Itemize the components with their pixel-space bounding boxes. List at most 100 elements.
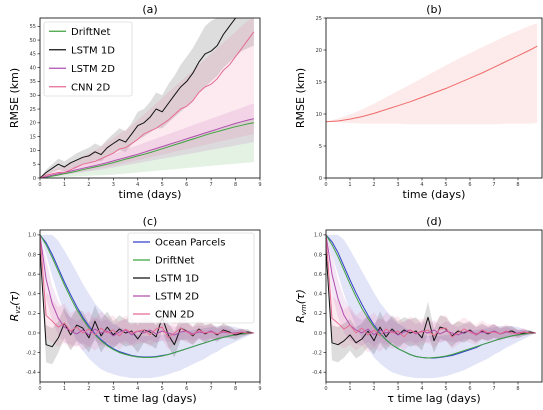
- line-driftnet: [40, 122, 254, 178]
- line-cnn-2d: [40, 31, 255, 178]
- x-tick-label: 1: [348, 386, 351, 392]
- x-tick-label: 5: [161, 386, 164, 392]
- legend-label: LSTM 2D: [71, 64, 115, 75]
- line-series-0: [326, 45, 538, 123]
- axes-frame: [325, 17, 543, 179]
- axes-frame: [39, 17, 261, 179]
- y-tick-label: -0.2: [312, 350, 322, 356]
- x-tick-label: 8: [234, 386, 237, 392]
- y-axis-label: Rvz(τ): [8, 291, 22, 322]
- x-tick-label: 0: [38, 182, 41, 188]
- panel-d: 0 1 2 3 4 5 6 7 8 -0.4 -0.2 0.0 0.2 0.4 0.6 0.8 1.0 (d) τ …: [294, 215, 543, 405]
- x-tick-label: 3: [112, 386, 115, 392]
- x-tick-label: 4: [136, 182, 139, 188]
- x-tick-label: 8: [516, 182, 519, 188]
- y-axis-label: RMSE (km): [8, 68, 21, 128]
- x-tick-label: 9: [258, 386, 261, 392]
- x-tick-label: 5: [161, 182, 164, 188]
- plot-area: [326, 234, 537, 379]
- x-tick-label: 2: [372, 386, 375, 392]
- x-tick-label: 6: [468, 386, 471, 392]
- x-tick-label: 7: [492, 182, 495, 188]
- x-tick-label: 6: [468, 182, 471, 188]
- x-tick-label: 3: [396, 386, 399, 392]
- x-tick-label: 4: [420, 182, 423, 188]
- band-cnn-2d: [40, 18, 254, 178]
- x-tick-label: 6: [185, 386, 188, 392]
- x-tick-label: 6: [185, 182, 188, 188]
- y-tick-label: 0.0: [314, 331, 322, 337]
- y-tick-label: 55: [30, 24, 36, 30]
- x-tick-label: 0: [38, 386, 41, 392]
- y-tick-label: -0.4: [312, 370, 322, 376]
- y-tick-label: 0.4: [28, 292, 36, 298]
- panel-title: (c): [143, 215, 158, 228]
- panel-title: (a): [142, 3, 157, 16]
- y-tick-label: 25: [316, 16, 322, 22]
- x-tick-label: 0: [324, 386, 327, 392]
- y-tick-label: 1.0: [314, 233, 322, 239]
- y-tick-label: 0.6: [28, 272, 36, 278]
- legend-box: [43, 21, 133, 97]
- line-series-4: [326, 234, 536, 338]
- line-driftnet: [40, 234, 254, 358]
- x-tick-label: 4: [136, 386, 139, 392]
- y-tick-label: 35: [30, 79, 36, 85]
- panel-c: 0 1 2 3 4 5 6 7 8 9 -0.4 -0.2 0.0 0.2 0.4 0.6 0.8 1.0 (c) τ…: [8, 215, 262, 405]
- y-tick-label: 0: [319, 176, 322, 182]
- legend: Ocean Parcels DriftNet LSTM 1D LSTM 2D CNN 2…: [127, 232, 255, 324]
- legend-label: CNN 2D: [71, 82, 110, 93]
- band-driftnet: [40, 118, 254, 178]
- y-tick-label: 25: [30, 107, 36, 113]
- y-tick-label: 15: [30, 134, 36, 140]
- band-lstm-1d: [40, 249, 254, 365]
- y-tick-label: 0.0: [28, 331, 36, 337]
- x-tick-label: 2: [87, 182, 90, 188]
- y-tick-label: -0.2: [26, 350, 36, 356]
- y-tick-label: 0.2: [314, 311, 322, 317]
- y-tick-label: 5: [33, 162, 36, 168]
- x-tick-label: 1: [63, 386, 66, 392]
- x-tick-label: 9: [258, 182, 261, 188]
- x-tick-label: 3: [396, 182, 399, 188]
- y-tick-label: 20: [30, 121, 36, 127]
- x-tick-label: 7: [210, 182, 213, 188]
- x-tick-label: 3: [112, 182, 115, 188]
- legend-label: CNN 2D: [155, 310, 194, 321]
- x-tick-label: 7: [210, 386, 213, 392]
- legend-label: Ocean Parcels: [155, 238, 225, 249]
- x-tick-label: 4: [420, 386, 423, 392]
- y-tick-label: -0.4: [26, 370, 36, 376]
- y-axis-label: RMSE (km): [294, 68, 307, 128]
- x-axis-label: time (days): [403, 188, 466, 201]
- y-tick-label: 20: [316, 48, 322, 54]
- x-tick-label: 5: [444, 182, 447, 188]
- y-tick-label: 10: [316, 112, 322, 118]
- y-tick-label: 45: [30, 52, 36, 58]
- line-series-1: [326, 234, 537, 359]
- y-tick-label: 0.2: [28, 311, 36, 317]
- y-tick-label: 0: [33, 176, 36, 182]
- plot-area: [326, 23, 538, 125]
- x-axis-label: time (days): [119, 188, 182, 201]
- band-ocean-parcels: [40, 234, 254, 379]
- y-tick-label: 0.4: [314, 292, 322, 298]
- line-cnn-2d: [40, 234, 254, 339]
- legend-box: [127, 232, 255, 324]
- y-tick-label: 15: [316, 80, 322, 86]
- band-series-4: [326, 234, 536, 353]
- band-lstm-1d: [40, 18, 254, 178]
- x-axis-label: τ time lag (days): [103, 392, 196, 405]
- panel-title: (b): [426, 3, 442, 16]
- x-tick-label: 1: [348, 182, 351, 188]
- y-tick-label: 0.8: [314, 252, 322, 258]
- x-tick-label: 7: [492, 386, 495, 392]
- legend-label: DriftNet: [155, 256, 194, 267]
- line-lstm-1d: [40, 18, 237, 178]
- x-tick-label: 5: [444, 386, 447, 392]
- y-tick-label: 1.0: [28, 233, 36, 239]
- x-tick-label: 1: [63, 182, 66, 188]
- axes-frame: [325, 229, 543, 383]
- legend-label: LSTM 2D: [155, 292, 199, 303]
- legend: DriftNet LSTM 1D LSTM 2D CNN 2D: [43, 21, 133, 97]
